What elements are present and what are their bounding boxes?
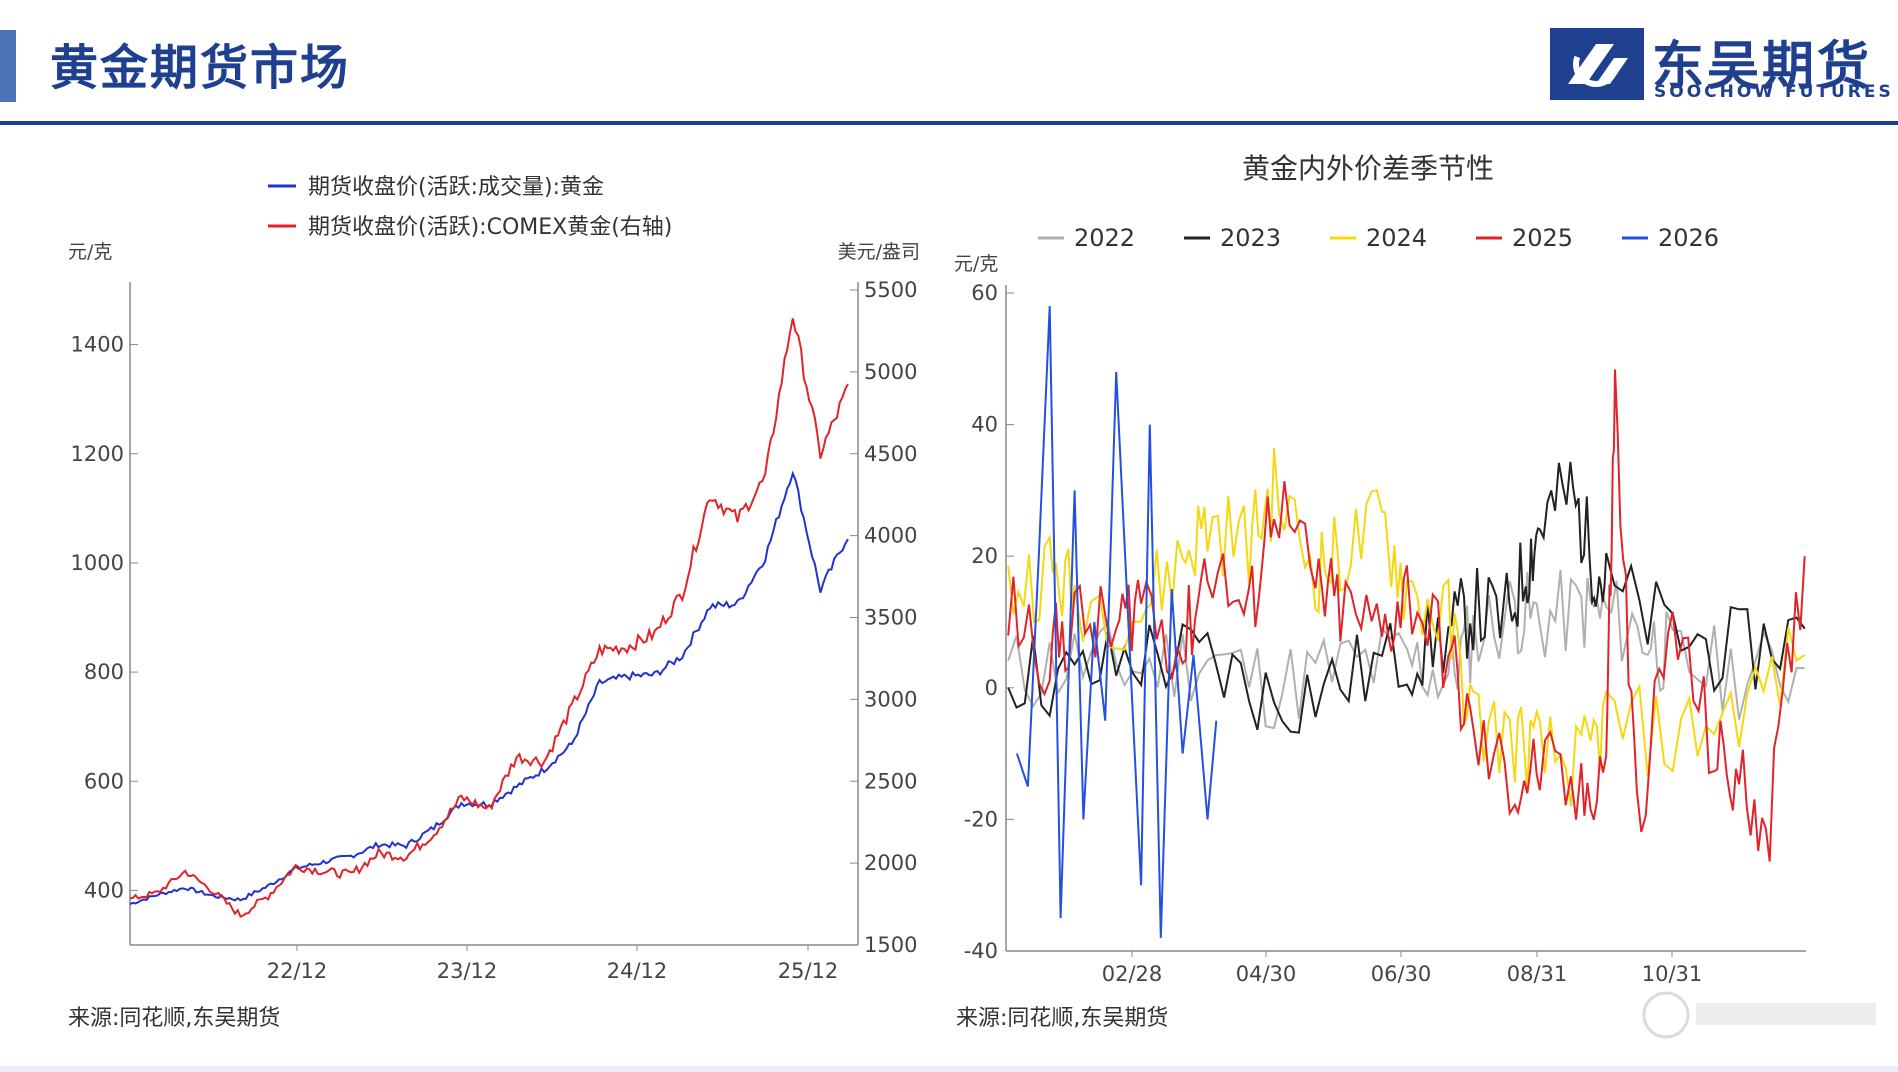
x-tick-label: 24/12 <box>607 959 668 983</box>
logo-mark-icon <box>1550 28 1644 100</box>
spread-axis-unit: 元/克 <box>954 253 998 275</box>
right-y-tick-label: 2000 <box>864 851 917 875</box>
left-y-tick-label: 1400 <box>71 333 124 357</box>
left-y-tick-label: 1200 <box>71 442 124 466</box>
logo-english-name: SOOCHOW FUTURES <box>1654 82 1894 102</box>
legend-label-right-1: 2023 <box>1220 224 1281 252</box>
spread-x-tick-label: 10/31 <box>1642 962 1703 986</box>
spread-series-line-2026 <box>1015 306 1218 938</box>
right-y-tick-label: 4000 <box>864 524 917 548</box>
source-note-left: 来源:同花顺,东吴期货 <box>68 1006 281 1031</box>
series-line-left-0 <box>129 470 849 906</box>
left-y-tick-label: 600 <box>84 769 124 793</box>
legend-label-right-4: 2026 <box>1658 224 1719 252</box>
company-logo: 东吴期货 SOOCHOW FUTURES <box>1550 28 1891 102</box>
right-y-tick-label: 4500 <box>864 442 917 466</box>
x-tick-label: 22/12 <box>267 959 328 983</box>
right-axis-unit: 美元/盎司 <box>838 241 920 263</box>
left-y-tick-label: 1000 <box>71 551 124 575</box>
spread-x-tick-label: 08/31 <box>1507 962 1568 986</box>
logo-chinese-name: 东吴期货 <box>1652 37 1873 97</box>
spread-y-tick-label: 40 <box>971 413 998 437</box>
right-y-tick-label: 3000 <box>864 687 917 711</box>
right-y-tick-label: 5500 <box>864 278 917 302</box>
left-axis-unit: 元/克 <box>68 241 112 263</box>
source-note-right: 来源:同花顺,东吴期货 <box>956 1006 1169 1031</box>
spread-x-tick-label: 06/30 <box>1371 962 1432 986</box>
spread-series-line-2023 <box>1007 461 1806 734</box>
watermark-icon <box>1642 991 1876 1039</box>
right-y-tick-label: 2500 <box>864 769 917 793</box>
spread-y-tick-label: 0 <box>985 676 998 700</box>
legend-label-right-2: 2024 <box>1366 224 1427 252</box>
spread-y-tick-label: 60 <box>971 281 998 305</box>
x-tick-label: 23/12 <box>437 959 498 983</box>
x-tick-label: 25/12 <box>778 959 839 983</box>
legend-label-right-0: 2022 <box>1074 224 1135 252</box>
right-y-tick-label: 3500 <box>864 606 917 630</box>
footer-divider <box>0 1066 1898 1072</box>
spread-chart-title: 黄金内外价差季节性 <box>1242 152 1494 185</box>
legend-label-right-3: 2025 <box>1512 224 1573 252</box>
page-title: 黄金期货市场 <box>50 40 351 96</box>
right-y-tick-label: 1500 <box>864 933 917 957</box>
legend-label-left-1: 期货收盘价(活跃):COMEX黄金(右轴) <box>308 215 672 240</box>
spread-y-tick-label: -20 <box>964 807 998 831</box>
spread-y-tick-label: 20 <box>971 544 998 568</box>
spread-x-tick-label: 02/28 <box>1102 962 1163 986</box>
header-accent-bar <box>0 30 16 102</box>
left-y-tick-label: 400 <box>84 878 124 902</box>
left-y-tick-label: 800 <box>84 660 124 684</box>
right-y-tick-label: 5000 <box>864 360 917 384</box>
header-divider <box>0 121 1898 125</box>
spread-y-tick-label: -40 <box>964 939 998 963</box>
series-line-left-1 <box>129 318 849 919</box>
spread-x-tick-label: 04/30 <box>1236 962 1297 986</box>
spread-series-line-2025 <box>1007 369 1806 862</box>
legend-label-left-0: 期货收盘价(活跃:成交量):黄金 <box>308 175 604 200</box>
spread-series-line-2024 <box>1007 447 1806 807</box>
page-header: 黄金期货市场 东吴期货 SOOCHOW FUTURES <box>0 0 1898 126</box>
